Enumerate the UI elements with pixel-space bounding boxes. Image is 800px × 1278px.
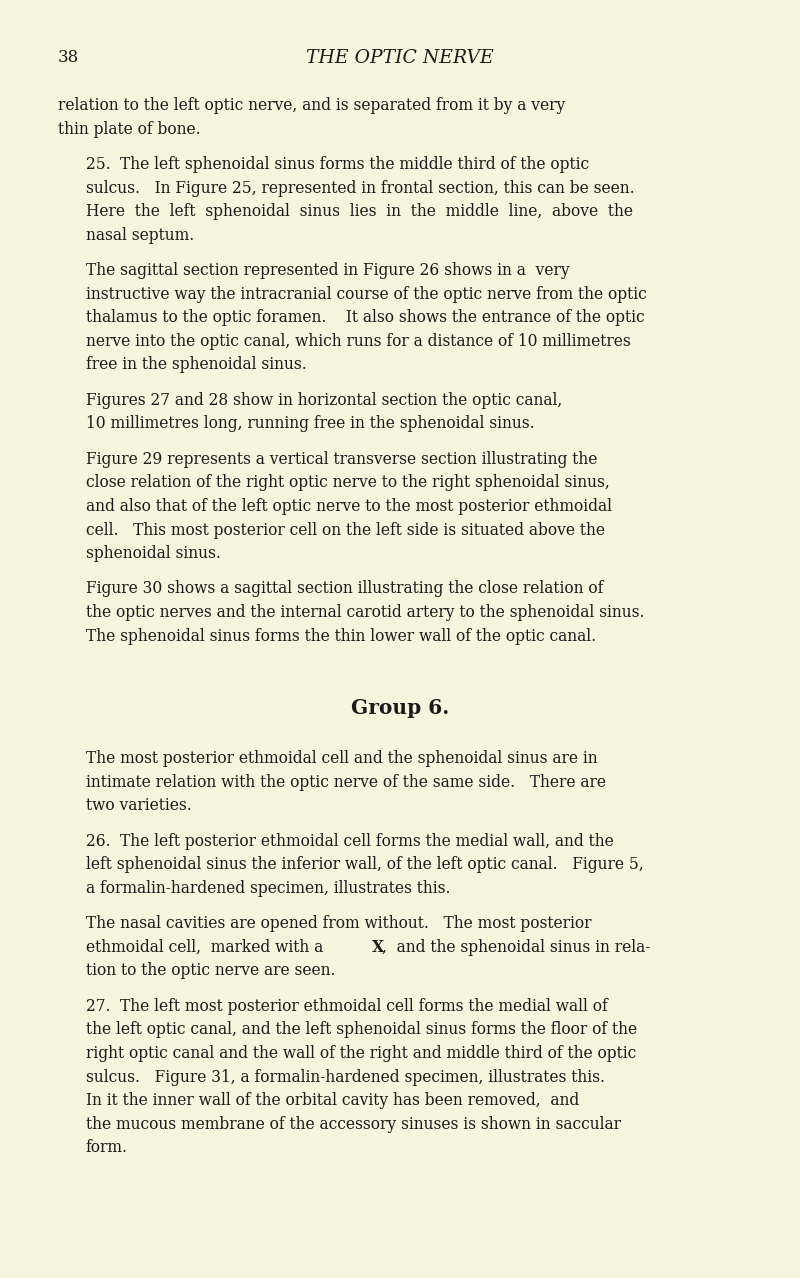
Text: In it the inner wall of the orbital cavity has been removed,  and: In it the inner wall of the orbital cavi… (86, 1093, 579, 1109)
Text: form.: form. (86, 1139, 128, 1157)
Text: Group 6.: Group 6. (351, 698, 449, 718)
Text: 27.: 27. (86, 998, 110, 1015)
Text: nasal septum.: nasal septum. (86, 226, 194, 244)
Text: Figure 30 shows a sagittal section illustrating the close relation of: Figure 30 shows a sagittal section illus… (86, 580, 603, 598)
Text: left sphenoidal sinus the inferior wall, of the left optic canal.   Figure 5,: left sphenoidal sinus the inferior wall,… (86, 856, 643, 873)
Text: cell.   This most posterior cell on the left side is situated above the: cell. This most posterior cell on the le… (86, 521, 605, 538)
Text: 38: 38 (58, 49, 79, 65)
Text: The nasal cavities are opened from without.   The most posterior: The nasal cavities are opened from witho… (86, 915, 591, 933)
Text: The sagittal section represented in Figure 26 shows in a  very: The sagittal section represented in Figu… (86, 262, 570, 279)
Text: Figure 29 represents a vertical transverse section illustrating the: Figure 29 represents a vertical transver… (86, 451, 597, 468)
Text: a formalin-hardened specimen, illustrates this.: a formalin-hardened specimen, illustrate… (86, 881, 450, 897)
Text: The sphenoidal sinus forms the thin lower wall of the optic canal.: The sphenoidal sinus forms the thin lowe… (86, 627, 596, 644)
Text: thalamus to the optic foramen.    It also shows the entrance of the optic: thalamus to the optic foramen. It also s… (86, 309, 644, 326)
Text: The left posterior ethmoidal cell forms the medial wall, and the: The left posterior ethmoidal cell forms … (120, 833, 614, 850)
Text: instructive way the intracranial course of the optic nerve from the optic: instructive way the intracranial course … (86, 286, 646, 303)
Text: intimate relation with the optic nerve of the same side.   There are: intimate relation with the optic nerve o… (86, 774, 606, 791)
Text: the optic nerves and the internal carotid artery to the sphenoidal sinus.: the optic nerves and the internal caroti… (86, 604, 644, 621)
Text: tion to the optic nerve are seen.: tion to the optic nerve are seen. (86, 962, 335, 979)
Text: 26.: 26. (86, 833, 110, 850)
Text: nerve into the optic canal, which runs for a distance of 10 millimetres: nerve into the optic canal, which runs f… (86, 332, 630, 350)
Text: the left optic canal, and the left sphenoidal sinus forms the floor of the: the left optic canal, and the left sphen… (86, 1021, 637, 1039)
Text: relation to the left optic nerve, and is separated from it by a very: relation to the left optic nerve, and is… (58, 97, 565, 114)
Text: X: X (372, 939, 384, 956)
Text: 25.: 25. (86, 156, 110, 173)
Text: sphenoidal sinus.: sphenoidal sinus. (86, 546, 221, 562)
Text: the mucous membrane of the accessory sinuses is shown in saccular: the mucous membrane of the accessory sin… (86, 1116, 621, 1132)
Text: 10 millimetres long, running free in the sphenoidal sinus.: 10 millimetres long, running free in the… (86, 415, 534, 432)
Text: The left most posterior ethmoidal cell forms the medial wall of: The left most posterior ethmoidal cell f… (120, 998, 608, 1015)
Text: ethmoidal cell,  marked with a: ethmoidal cell, marked with a (86, 939, 328, 956)
Text: ,  and the sphenoidal sinus in rela-: , and the sphenoidal sinus in rela- (382, 939, 650, 956)
Text: and also that of the left optic nerve to the most posterior ethmoidal: and also that of the left optic nerve to… (86, 498, 612, 515)
Text: THE OPTIC NERVE: THE OPTIC NERVE (306, 49, 494, 66)
Text: thin plate of bone.: thin plate of bone. (58, 120, 200, 138)
Text: free in the sphenoidal sinus.: free in the sphenoidal sinus. (86, 357, 306, 373)
Text: sulcus.   Figure 31, a formalin-hardened specimen, illustrates this.: sulcus. Figure 31, a formalin-hardened s… (86, 1068, 605, 1085)
Text: close relation of the right optic nerve to the right sphenoidal sinus,: close relation of the right optic nerve … (86, 474, 610, 492)
Text: Here  the  left  sphenoidal  sinus  lies  in  the  middle  line,  above  the: Here the left sphenoidal sinus lies in t… (86, 203, 633, 220)
Text: Figures 27 and 28 show in horizontal section the optic canal,: Figures 27 and 28 show in horizontal sec… (86, 392, 562, 409)
Text: sulcus.   In Figure 25, represented in frontal section, this can be seen.: sulcus. In Figure 25, represented in fro… (86, 180, 634, 197)
Text: The most posterior ethmoidal cell and the sphenoidal sinus are in: The most posterior ethmoidal cell and th… (86, 750, 598, 767)
Text: right optic canal and the wall of the right and middle third of the optic: right optic canal and the wall of the ri… (86, 1045, 636, 1062)
Text: The left sphenoidal sinus forms the middle third of the optic: The left sphenoidal sinus forms the midd… (120, 156, 589, 173)
Text: two varieties.: two varieties. (86, 797, 191, 814)
